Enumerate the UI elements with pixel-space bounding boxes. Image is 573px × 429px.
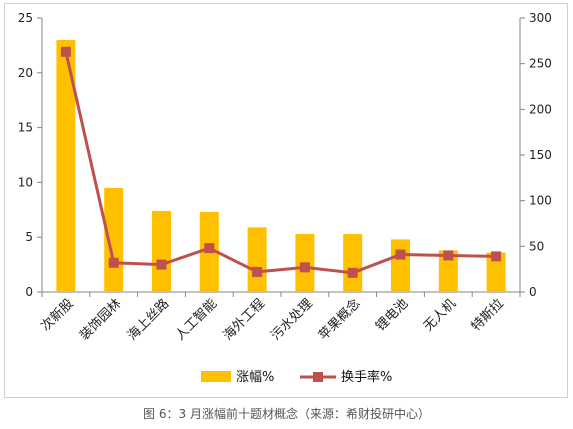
combo-chart: 0510152025050100150200250300次新股 装饰园林 海上丝路人…	[18, 11, 552, 385]
turnover-point-人工智能	[204, 243, 215, 254]
legend-bar-label: 涨幅%	[236, 370, 274, 385]
y-right-tick-label: 0	[529, 285, 537, 299]
turnover-point-装饰园林	[108, 257, 119, 268]
x-tick-label: 装饰园林	[77, 296, 124, 343]
y-right-tick-label: 50	[529, 239, 544, 253]
x-tick-label: 无人机	[421, 296, 459, 334]
turnover-point-次新股	[60, 46, 71, 57]
y-right-tick-label: 300	[529, 11, 552, 25]
turnover-point-海外工程	[252, 266, 263, 277]
x-tick-label: 特斯拉	[469, 296, 507, 334]
x-tick-label: 人工智能	[173, 296, 220, 343]
turnover-point-苹果概念	[347, 267, 358, 278]
turnover-point-锂电池	[395, 249, 406, 260]
figure-caption: 图 6：3 月涨幅前十题材概念（来源：希财投研中心）	[143, 407, 430, 421]
y-right-tick-label: 100	[529, 194, 552, 208]
y-right-tick-label: 200	[529, 102, 552, 116]
bar-海上丝路	[152, 210, 171, 292]
bar-无人机	[438, 250, 458, 292]
y-right-tick-label: 150	[529, 148, 552, 162]
y-left-tick-label: 5	[25, 230, 33, 244]
y-left-tick-label: 20	[18, 66, 33, 80]
y-left-tick-label: 25	[18, 11, 33, 25]
turnover-point-海上丝路	[156, 259, 167, 270]
x-tick-label: 海上丝路	[124, 296, 172, 344]
legend-line-label: 换手率%	[341, 369, 392, 385]
bar-锂电池	[391, 239, 410, 292]
y-right-tick-label: 250	[529, 57, 552, 71]
x-tick-label: 海外工程	[221, 296, 268, 343]
bar-苹果概念	[343, 233, 363, 292]
legend-bar-swatch	[201, 371, 231, 382]
x-tick-label: 锂电池	[373, 296, 411, 334]
legend-line-marker	[313, 372, 323, 382]
x-tick-label: 苹果概念	[315, 296, 363, 344]
x-tick-label: 次新股	[38, 296, 77, 335]
bar-海外工程	[247, 227, 267, 292]
turnover-point-无人机	[443, 250, 454, 261]
bar-次新股	[56, 39, 76, 292]
chart-frame: 0 5 10 15 20 25 0 50 100 150 200 250 300 次新股 装饰园林 海上丝路人…	[4, 3, 568, 398]
y-left-tick-label: 15	[18, 121, 33, 135]
turnover-line	[64, 51, 497, 275]
y-left-tick-label: 10	[18, 175, 33, 189]
turnover-point-污水处理	[299, 262, 310, 273]
bar-特斯拉	[486, 252, 506, 292]
y-left-tick-label: 0	[25, 285, 33, 299]
turnover-point-特斯拉	[491, 251, 502, 262]
x-tick-label: 污水处理	[268, 296, 315, 343]
